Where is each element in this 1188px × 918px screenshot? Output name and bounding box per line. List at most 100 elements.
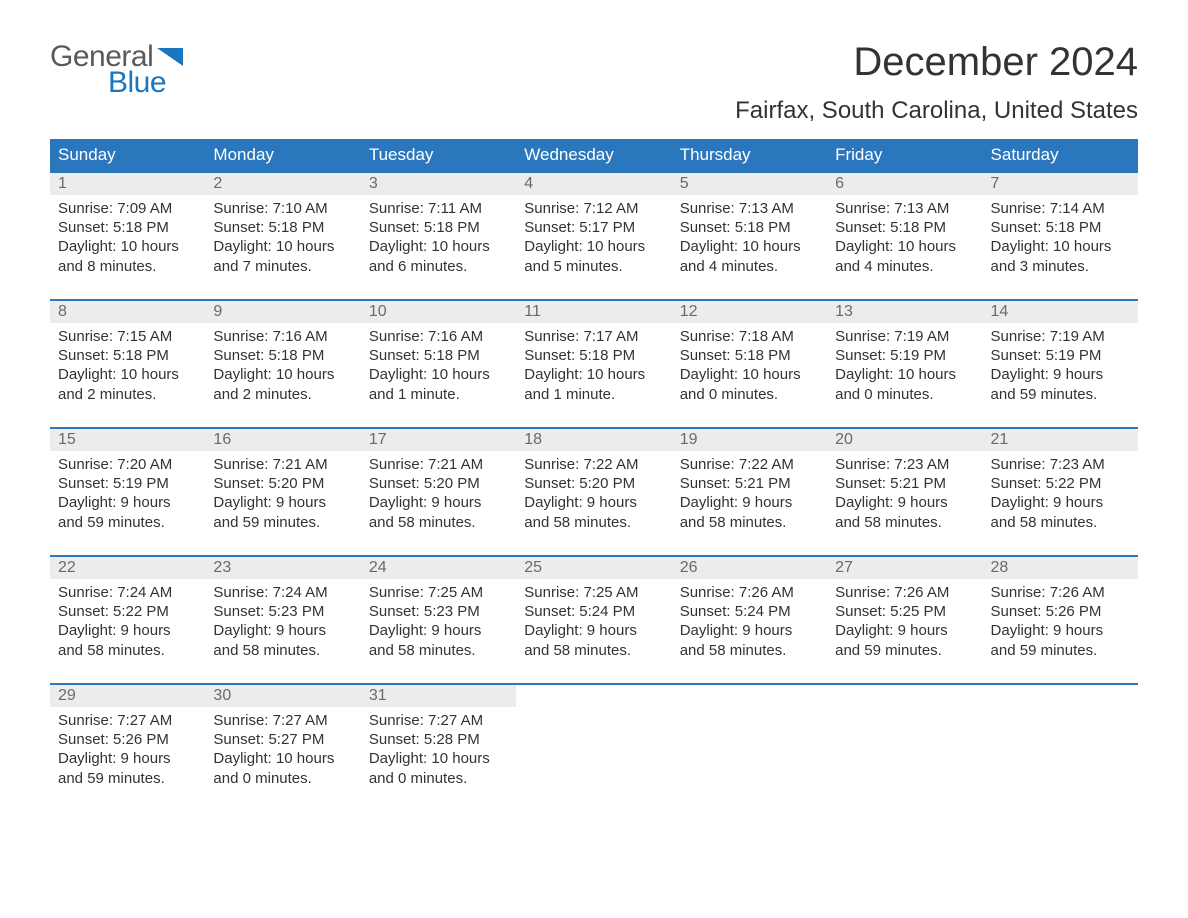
- calendar-cell: 4Sunrise: 7:12 AMSunset: 5:17 PMDaylight…: [516, 172, 671, 300]
- day-details: Sunrise: 7:23 AMSunset: 5:21 PMDaylight:…: [827, 451, 982, 540]
- day-sunrise: Sunrise: 7:11 AM: [369, 199, 508, 218]
- day-number: 19: [672, 429, 827, 451]
- day-details: Sunrise: 7:22 AMSunset: 5:20 PMDaylight:…: [516, 451, 671, 540]
- day-details: Sunrise: 7:26 AMSunset: 5:25 PMDaylight:…: [827, 579, 982, 668]
- day-details: Sunrise: 7:27 AMSunset: 5:27 PMDaylight:…: [205, 707, 360, 796]
- calendar-cell: 14Sunrise: 7:19 AMSunset: 5:19 PMDayligh…: [983, 300, 1138, 428]
- day-sunrise: Sunrise: 7:16 AM: [369, 327, 508, 346]
- day-day2: and 0 minutes.: [369, 769, 508, 788]
- day-details: Sunrise: 7:24 AMSunset: 5:23 PMDaylight:…: [205, 579, 360, 668]
- day-day1: Daylight: 9 hours: [524, 621, 663, 640]
- day-day1: Daylight: 10 hours: [369, 237, 508, 256]
- day-day2: and 8 minutes.: [58, 257, 197, 276]
- day-day1: Daylight: 9 hours: [524, 493, 663, 512]
- calendar-cell: 17Sunrise: 7:21 AMSunset: 5:20 PMDayligh…: [361, 428, 516, 556]
- calendar-cell: 8Sunrise: 7:15 AMSunset: 5:18 PMDaylight…: [50, 300, 205, 428]
- day-details: Sunrise: 7:14 AMSunset: 5:18 PMDaylight:…: [983, 195, 1138, 284]
- day-day1: Daylight: 9 hours: [835, 493, 974, 512]
- calendar-cell: 21Sunrise: 7:23 AMSunset: 5:22 PMDayligh…: [983, 428, 1138, 556]
- calendar-cell: 31Sunrise: 7:27 AMSunset: 5:28 PMDayligh…: [361, 684, 516, 812]
- calendar-cell: 9Sunrise: 7:16 AMSunset: 5:18 PMDaylight…: [205, 300, 360, 428]
- day-day2: and 59 minutes.: [213, 513, 352, 532]
- day-sunrise: Sunrise: 7:22 AM: [680, 455, 819, 474]
- day-day1: Daylight: 9 hours: [991, 365, 1130, 384]
- day-day1: Daylight: 9 hours: [369, 493, 508, 512]
- day-day1: Daylight: 9 hours: [369, 621, 508, 640]
- day-day2: and 58 minutes.: [680, 513, 819, 532]
- day-details: Sunrise: 7:24 AMSunset: 5:22 PMDaylight:…: [50, 579, 205, 668]
- day-sunset: Sunset: 5:28 PM: [369, 730, 508, 749]
- day-day1: Daylight: 10 hours: [369, 365, 508, 384]
- calendar-cell: 1Sunrise: 7:09 AMSunset: 5:18 PMDaylight…: [50, 172, 205, 300]
- day-sunset: Sunset: 5:20 PM: [213, 474, 352, 493]
- day-day2: and 58 minutes.: [524, 513, 663, 532]
- day-day2: and 58 minutes.: [991, 513, 1130, 532]
- calendar-week: 29Sunrise: 7:27 AMSunset: 5:26 PMDayligh…: [50, 684, 1138, 812]
- day-number: 8: [50, 301, 205, 323]
- day-day1: Daylight: 10 hours: [680, 365, 819, 384]
- day-sunrise: Sunrise: 7:18 AM: [680, 327, 819, 346]
- day-sunset: Sunset: 5:25 PM: [835, 602, 974, 621]
- day-number: 17: [361, 429, 516, 451]
- day-day1: Daylight: 10 hours: [524, 365, 663, 384]
- day-details: Sunrise: 7:19 AMSunset: 5:19 PMDaylight:…: [983, 323, 1138, 412]
- day-details: Sunrise: 7:23 AMSunset: 5:22 PMDaylight:…: [983, 451, 1138, 540]
- column-header: Tuesday: [361, 139, 516, 172]
- calendar-week: 15Sunrise: 7:20 AMSunset: 5:19 PMDayligh…: [50, 428, 1138, 556]
- day-number: 12: [672, 301, 827, 323]
- day-day2: and 2 minutes.: [213, 385, 352, 404]
- day-day2: and 58 minutes.: [369, 641, 508, 660]
- day-sunset: Sunset: 5:26 PM: [991, 602, 1130, 621]
- day-sunset: Sunset: 5:22 PM: [991, 474, 1130, 493]
- calendar-cell: 7Sunrise: 7:14 AMSunset: 5:18 PMDaylight…: [983, 172, 1138, 300]
- day-day1: Daylight: 9 hours: [680, 493, 819, 512]
- day-day2: and 3 minutes.: [991, 257, 1130, 276]
- day-day2: and 58 minutes.: [835, 513, 974, 532]
- day-sunrise: Sunrise: 7:17 AM: [524, 327, 663, 346]
- day-sunset: Sunset: 5:20 PM: [524, 474, 663, 493]
- day-day2: and 58 minutes.: [213, 641, 352, 660]
- day-day1: Daylight: 9 hours: [213, 493, 352, 512]
- day-sunrise: Sunrise: 7:10 AM: [213, 199, 352, 218]
- day-day1: Daylight: 10 hours: [369, 749, 508, 768]
- calendar-cell: 13Sunrise: 7:19 AMSunset: 5:19 PMDayligh…: [827, 300, 982, 428]
- day-sunrise: Sunrise: 7:19 AM: [835, 327, 974, 346]
- day-day2: and 1 minute.: [369, 385, 508, 404]
- day-number: 14: [983, 301, 1138, 323]
- day-sunset: Sunset: 5:19 PM: [835, 346, 974, 365]
- day-sunrise: Sunrise: 7:26 AM: [991, 583, 1130, 602]
- day-day1: Daylight: 9 hours: [680, 621, 819, 640]
- calendar-cell: 27Sunrise: 7:26 AMSunset: 5:25 PMDayligh…: [827, 556, 982, 684]
- day-sunset: Sunset: 5:18 PM: [369, 218, 508, 237]
- day-sunrise: Sunrise: 7:27 AM: [369, 711, 508, 730]
- day-number: 28: [983, 557, 1138, 579]
- day-details: Sunrise: 7:21 AMSunset: 5:20 PMDaylight:…: [361, 451, 516, 540]
- calendar-cell: 16Sunrise: 7:21 AMSunset: 5:20 PMDayligh…: [205, 428, 360, 556]
- day-day1: Daylight: 10 hours: [213, 237, 352, 256]
- day-sunrise: Sunrise: 7:23 AM: [835, 455, 974, 474]
- calendar-cell: 26Sunrise: 7:26 AMSunset: 5:24 PMDayligh…: [672, 556, 827, 684]
- day-sunrise: Sunrise: 7:13 AM: [835, 199, 974, 218]
- calendar-body: 1Sunrise: 7:09 AMSunset: 5:18 PMDaylight…: [50, 172, 1138, 812]
- calendar-week: 8Sunrise: 7:15 AMSunset: 5:18 PMDaylight…: [50, 300, 1138, 428]
- day-day1: Daylight: 10 hours: [213, 749, 352, 768]
- calendar-cell: 2Sunrise: 7:10 AMSunset: 5:18 PMDaylight…: [205, 172, 360, 300]
- calendar-head: SundayMondayTuesdayWednesdayThursdayFrid…: [50, 139, 1138, 172]
- day-sunrise: Sunrise: 7:24 AM: [58, 583, 197, 602]
- day-number: 20: [827, 429, 982, 451]
- day-sunset: Sunset: 5:20 PM: [369, 474, 508, 493]
- page-header: General Blue December 2024 Fairfax, Sout…: [50, 40, 1138, 131]
- day-day1: Daylight: 10 hours: [524, 237, 663, 256]
- title-block: December 2024 Fairfax, South Carolina, U…: [735, 40, 1138, 131]
- day-sunset: Sunset: 5:24 PM: [524, 602, 663, 621]
- day-sunset: Sunset: 5:18 PM: [58, 346, 197, 365]
- day-number: 5: [672, 173, 827, 195]
- day-sunrise: Sunrise: 7:25 AM: [369, 583, 508, 602]
- day-sunset: Sunset: 5:26 PM: [58, 730, 197, 749]
- day-number: 13: [827, 301, 982, 323]
- day-details: Sunrise: 7:16 AMSunset: 5:18 PMDaylight:…: [361, 323, 516, 412]
- day-number: 4: [516, 173, 671, 195]
- day-day1: Daylight: 10 hours: [835, 237, 974, 256]
- column-header: Thursday: [672, 139, 827, 172]
- day-sunrise: Sunrise: 7:16 AM: [213, 327, 352, 346]
